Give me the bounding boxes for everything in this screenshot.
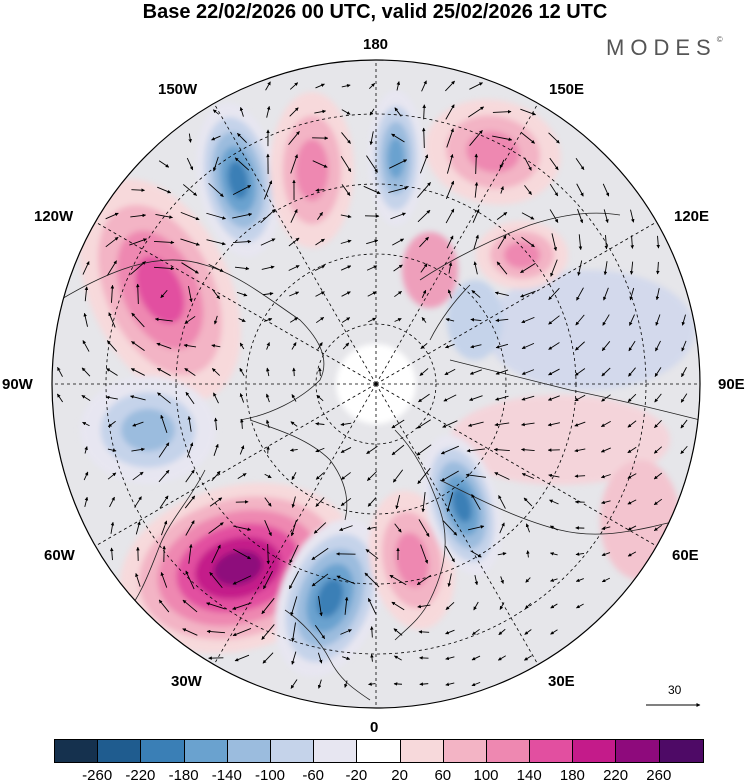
- colorbar-tick-label: -20: [346, 767, 368, 784]
- colorbar: [54, 739, 704, 763]
- lon-label-150w: 150W: [158, 81, 197, 98]
- brand-mark: ©: [717, 35, 723, 44]
- lon-label-180: 180: [363, 36, 388, 53]
- colorbar-swatch: [271, 740, 314, 762]
- colorbar-tick-label: -260: [82, 767, 112, 784]
- colorbar-swatch: [444, 740, 487, 762]
- colorbar-swatch: [55, 740, 98, 762]
- colorbar-tick-label: -100: [255, 767, 285, 784]
- wind-vector: [394, 684, 402, 685]
- colorbar-swatch: [314, 740, 357, 762]
- wind-vector: [131, 190, 144, 191]
- colorbar-swatch: [487, 740, 530, 762]
- colorbar-tick-label: 220: [603, 767, 628, 784]
- colorbar-tick-label: 260: [646, 767, 671, 784]
- negative-anomaly-hudson-bay-level-2: [121, 409, 175, 452]
- colorbar-tick-label: 60: [434, 767, 451, 784]
- lon-label-150e: 150E: [549, 81, 584, 98]
- colorbar-swatch: [660, 740, 703, 762]
- colorbar-tick-label: -60: [302, 767, 324, 784]
- wind-vector: [424, 128, 425, 148]
- colorbar-tick-label: -180: [169, 767, 199, 784]
- lon-label-120w: 120W: [34, 208, 73, 225]
- lon-label-30e: 30E: [548, 673, 575, 690]
- lon-label-60w: 60W: [44, 547, 75, 564]
- lon-label-120e: 120E: [674, 208, 709, 225]
- lon-label-90w: 90W: [2, 376, 33, 393]
- colorbar-swatch: [185, 740, 228, 762]
- colorbar-swatch: [530, 740, 573, 762]
- colorbar-swatch: [357, 740, 400, 762]
- brand-name: MODES: [606, 35, 717, 60]
- colorbar-swatch: [98, 740, 141, 762]
- colorbar-tick-label: -140: [212, 767, 242, 784]
- reference-vector-label: 30: [668, 683, 681, 697]
- colorbar-swatch: [573, 740, 616, 762]
- colorbar-swatch: [616, 740, 659, 762]
- colorbar-swatch: [401, 740, 444, 762]
- colorbar-tick-label: 100: [473, 767, 498, 784]
- wind-vector: [268, 446, 269, 453]
- colorbar-swatch: [141, 740, 184, 762]
- chart-title: Base 22/02/2026 00 UTC, valid 25/02/2026…: [0, 0, 750, 24]
- lon-label-90e: 90E: [718, 376, 745, 393]
- wind-vector: [419, 632, 429, 633]
- lon-label-30w: 30W: [171, 673, 202, 690]
- colorbar-tick-label: 20: [391, 767, 408, 784]
- colorbar-swatch: [228, 740, 271, 762]
- brand-logo: MODES©: [606, 35, 723, 61]
- colorbar-tick-label: 180: [560, 767, 585, 784]
- positive-anomaly-east-siberia-level-2: [504, 242, 540, 269]
- anomaly-field: [46, 54, 706, 714]
- lon-label-60e: 60E: [672, 547, 699, 564]
- positive-anomaly-bering-level-2: [295, 139, 328, 200]
- wind-vector: [294, 368, 295, 376]
- colorbar-tick-label: -220: [125, 767, 155, 784]
- negative-anomaly-date-line-level-3: [388, 137, 405, 178]
- lon-label-0: 0: [370, 719, 378, 736]
- colorbar-tick-label: 140: [517, 767, 542, 784]
